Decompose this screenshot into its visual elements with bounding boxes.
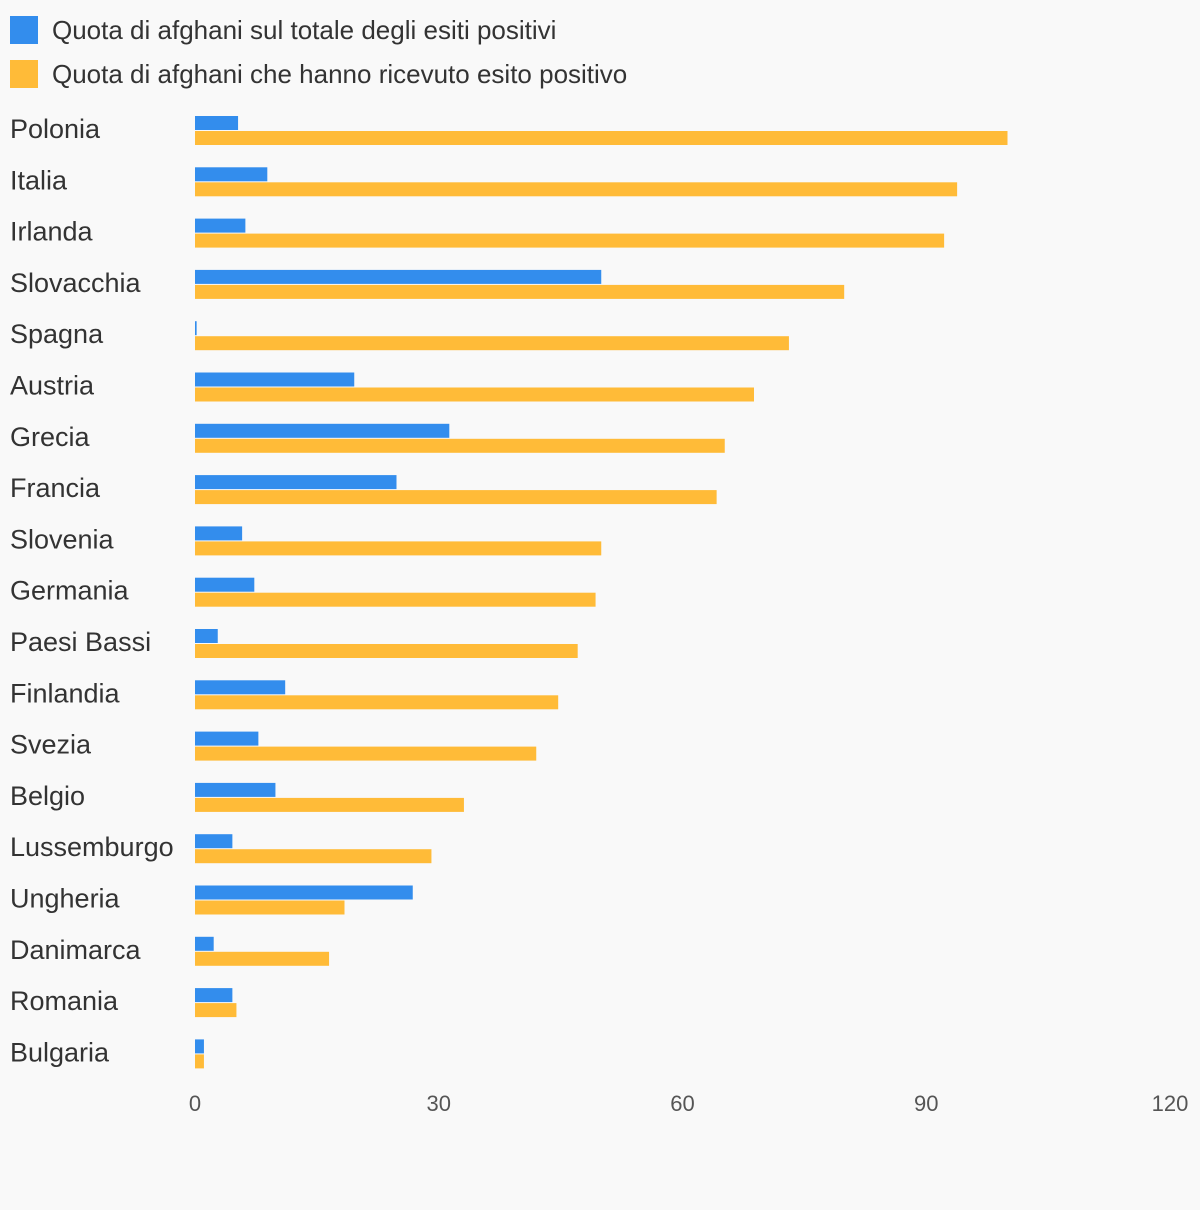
bar-share-of-positive-outcomes xyxy=(195,269,602,284)
legend-label-series-2: Quota di afghani che hanno ricevuto esit… xyxy=(52,58,628,89)
legend-item-series-1: Quota di afghani sul totale degli esiti … xyxy=(10,8,627,52)
category-label: Svezia xyxy=(10,730,92,760)
category-group: Slovacchia xyxy=(10,268,845,299)
x-tick-label: 30 xyxy=(427,1091,451,1116)
bar-share-of-positive-outcomes xyxy=(195,526,243,541)
category-label: Lussemburgo xyxy=(10,832,174,862)
category-label: Belgio xyxy=(10,781,85,811)
category-label: Austria xyxy=(10,371,95,401)
category-label: Francia xyxy=(10,473,101,503)
legend-swatch-series-1 xyxy=(10,16,38,44)
category-label: Finlandia xyxy=(10,678,121,708)
bar-share-receiving-positive-outcome xyxy=(195,336,789,351)
bar-share-of-positive-outcomes xyxy=(195,731,259,746)
bar-share-receiving-positive-outcome xyxy=(195,387,754,402)
x-tick-label: 0 xyxy=(189,1091,201,1116)
bar-share-of-positive-outcomes xyxy=(195,372,355,387)
category-group: Irlanda xyxy=(10,217,945,248)
category-label: Bulgaria xyxy=(10,1037,110,1067)
x-axis: 0 30 60 90 120 xyxy=(189,1091,1188,1116)
category-label: Irlanda xyxy=(10,217,94,247)
category-label: Romania xyxy=(10,986,119,1016)
bar-share-of-positive-outcomes xyxy=(195,218,246,233)
legend-swatch-series-2 xyxy=(10,60,38,88)
category-label: Slovenia xyxy=(10,524,115,554)
bar-share-receiving-positive-outcome xyxy=(195,1054,204,1069)
category-group: Slovenia xyxy=(10,524,602,556)
category-label: Danimarca xyxy=(10,935,142,965)
category-group: Grecia xyxy=(10,422,725,453)
category-label: Germania xyxy=(10,576,130,606)
bar-share-of-positive-outcomes xyxy=(195,782,276,797)
category-label: Spagna xyxy=(10,319,104,349)
category-label: Paesi Bassi xyxy=(10,627,151,657)
category-group: Danimarca xyxy=(10,935,330,966)
bar-share-of-positive-outcomes xyxy=(195,885,413,900)
category-group: Paesi Bassi xyxy=(10,627,578,658)
category-group: Polonia xyxy=(10,114,1008,145)
bar-share-receiving-positive-outcome xyxy=(195,592,596,607)
bar-share-of-positive-outcomes xyxy=(195,423,450,438)
bar-share-receiving-positive-outcome xyxy=(195,182,958,197)
category-group: Italia xyxy=(10,165,958,197)
bar-share-of-positive-outcomes xyxy=(195,475,397,490)
bar-share-receiving-positive-outcome xyxy=(195,131,1008,145)
category-label: Italia xyxy=(10,165,68,195)
bar-share-of-positive-outcomes xyxy=(195,680,286,695)
bar-share-receiving-positive-outcome xyxy=(195,900,345,915)
category-label: Grecia xyxy=(10,422,91,452)
category-group: Germania xyxy=(10,576,596,607)
bar-share-of-positive-outcomes xyxy=(195,167,268,182)
x-tick-label: 90 xyxy=(914,1091,938,1116)
category-group: Lussemburgo xyxy=(10,832,432,864)
bar-share-receiving-positive-outcome xyxy=(195,951,330,966)
category-group: Belgio xyxy=(10,781,464,812)
category-group: Francia xyxy=(10,473,717,505)
legend-label-series-1: Quota di afghani sul totale degli esiti … xyxy=(52,14,557,45)
bar-share-receiving-positive-outcome xyxy=(195,233,945,248)
category-group: Austria xyxy=(10,371,754,402)
category-group: Ungheria xyxy=(10,884,413,915)
legend-item-series-2: Quota di afghani che hanno ricevuto esit… xyxy=(10,52,627,96)
x-tick-label: 120 xyxy=(1152,1091,1189,1116)
bar-share-receiving-positive-outcome xyxy=(195,284,845,299)
bar-share-receiving-positive-outcome xyxy=(195,797,464,812)
bar-share-of-positive-outcomes xyxy=(195,834,233,849)
category-group: Svezia xyxy=(10,730,537,761)
x-tick-label: 60 xyxy=(670,1091,694,1116)
bar-share-receiving-positive-outcome xyxy=(195,541,602,556)
bar-share-of-positive-outcomes xyxy=(195,577,255,592)
bar-share-receiving-positive-outcome xyxy=(195,695,559,710)
bar-share-receiving-positive-outcome xyxy=(195,1003,237,1018)
category-group: Romania xyxy=(10,986,237,1018)
bar-share-receiving-positive-outcome xyxy=(195,746,537,761)
bar-share-of-positive-outcomes xyxy=(195,116,239,130)
bar-share-of-positive-outcomes xyxy=(195,1039,204,1054)
category-group: Finlandia xyxy=(10,678,559,710)
bar-share-of-positive-outcomes xyxy=(195,629,218,643)
legend: Quota di afghani sul totale degli esiti … xyxy=(10,8,627,96)
bar-share-of-positive-outcomes xyxy=(195,988,233,1003)
bar-share-receiving-positive-outcome xyxy=(195,438,725,453)
bar-share-receiving-positive-outcome xyxy=(195,490,717,505)
category-label: Polonia xyxy=(10,114,101,144)
category-group: Bulgaria xyxy=(10,1037,204,1069)
bar-share-of-positive-outcomes xyxy=(195,321,197,336)
bar-share-receiving-positive-outcome xyxy=(195,644,578,658)
bar-share-receiving-positive-outcome xyxy=(195,849,432,864)
bar-share-of-positive-outcomes xyxy=(195,936,214,951)
category-group: Spagna xyxy=(10,319,789,351)
category-label: Ungheria xyxy=(10,884,121,914)
category-label: Slovacchia xyxy=(10,268,142,298)
